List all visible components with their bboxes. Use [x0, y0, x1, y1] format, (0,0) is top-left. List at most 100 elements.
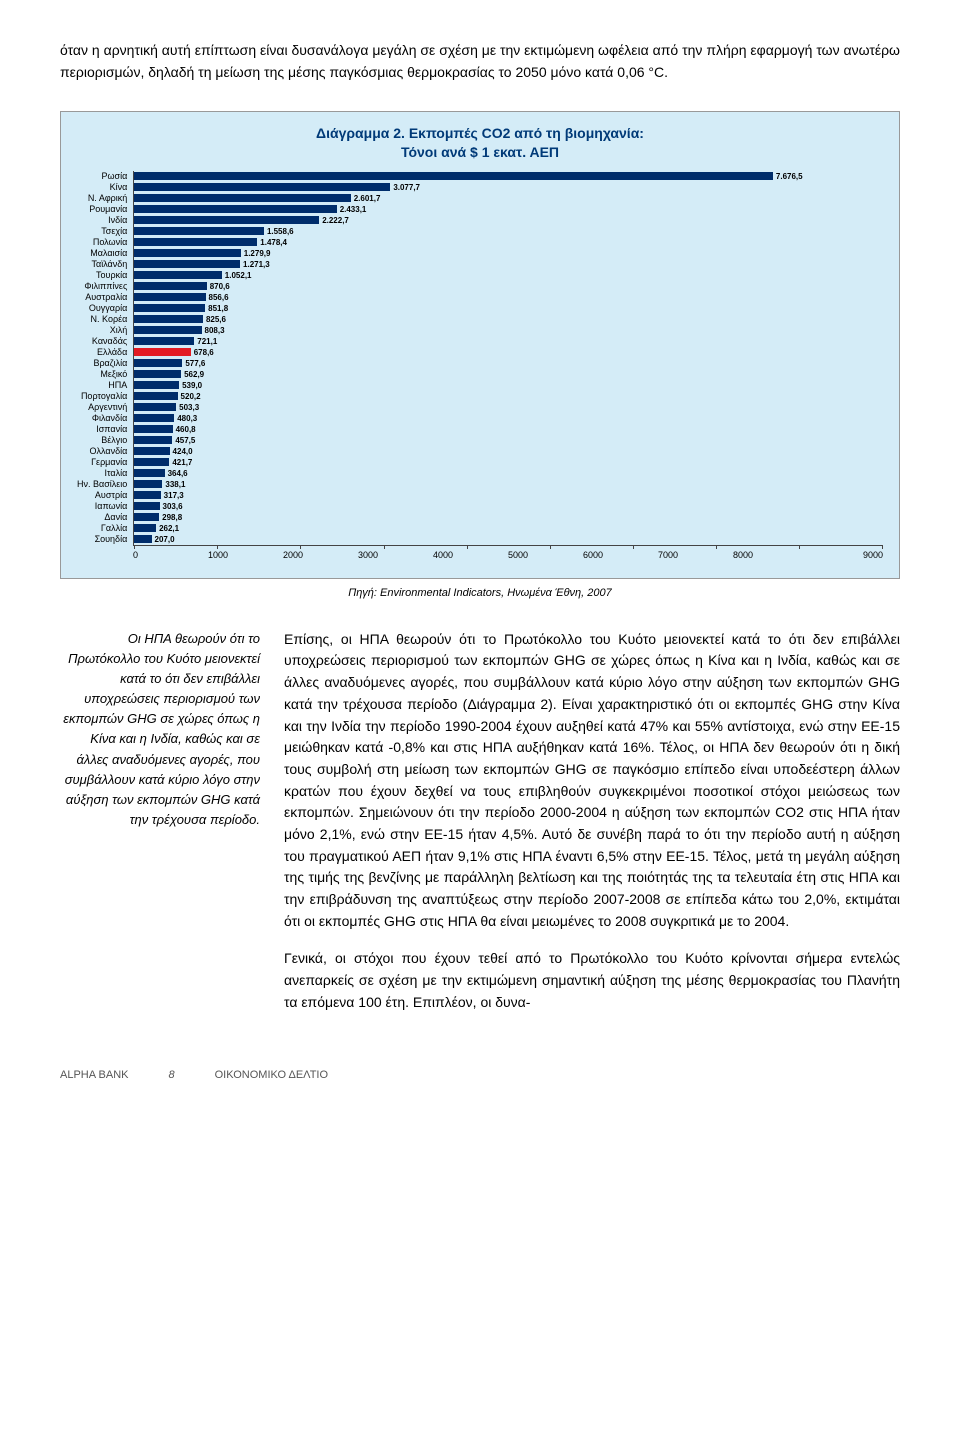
chart-bar-value: 2.222,7 — [322, 216, 349, 225]
chart-bar-value: 721,1 — [197, 337, 217, 346]
chart-title: Διάγραμμα 2. Εκπομπές CO2 από τη βιομηχα… — [77, 124, 883, 160]
chart-bar — [134, 425, 172, 433]
chart-country-label: Ν. Αφρική — [77, 193, 127, 204]
chart-bar-row: 825,6 — [134, 314, 883, 325]
chart-x-tick-label: 8000 — [733, 550, 808, 560]
footer-page: 8 — [168, 1069, 174, 1081]
chart-bar-row: 303,6 — [134, 501, 883, 512]
chart-bar-row: 577,6 — [134, 358, 883, 369]
chart-bar — [134, 293, 205, 301]
chart-bar-row: 539,0 — [134, 380, 883, 391]
chart-country-label: Ινδία — [77, 215, 127, 226]
chart-bar-value: 303,6 — [163, 502, 183, 511]
chart-x-tick-label: 4000 — [433, 550, 508, 560]
page-footer: ALPHA BANK 8 ΟΙΚΟΝΟΜΙΚΟ ΔΕΛΤΙΟ — [60, 1069, 900, 1081]
chart-bar-value: 851,8 — [208, 304, 228, 313]
chart-bar-value: 298,8 — [162, 513, 182, 522]
chart-bar-value: 1.478,4 — [260, 238, 287, 247]
chart-bar-value: 825,6 — [206, 315, 226, 324]
chart-bar — [134, 348, 190, 356]
chart-country-label: Ταϊλάνδη — [77, 259, 127, 270]
chart-bar-value: 562,9 — [184, 370, 204, 379]
chart-body: ΡωσίαΚίναΝ. ΑφρικήΡουμανίαΙνδίαΤσεχίαΠολ… — [77, 171, 883, 546]
chart-bar-value: 457,5 — [175, 436, 195, 445]
chart-country-label: Πολωνία — [77, 237, 127, 248]
chart-bar-value: 364,6 — [168, 469, 188, 478]
chart-bar — [134, 436, 172, 444]
chart-country-label: Κίνα — [77, 182, 127, 193]
chart-country-label: Χιλή — [77, 325, 127, 336]
chart-country-label: Ιαπωνία — [77, 501, 127, 512]
chart-country-label: Μαλαισία — [77, 248, 127, 259]
chart-bar — [134, 403, 176, 411]
chart-bar-value: 503,3 — [179, 403, 199, 412]
chart-bar-row: 421,7 — [134, 457, 883, 468]
chart-bar-value: 3.077,7 — [393, 183, 420, 192]
chart-bar — [134, 282, 206, 290]
chart-bar-value: 338,1 — [165, 480, 185, 489]
chart-country-label: Ολλανδία — [77, 446, 127, 457]
chart-bar-row: 338,1 — [134, 479, 883, 490]
chart-country-label: Ην. Βασίλειο — [77, 479, 127, 490]
chart-country-label: Αυστραλία — [77, 292, 127, 303]
chart-bar-value: 2.433,1 — [340, 205, 367, 214]
main-section: Οι ΗΠΑ θεωρούν ότι το Πρωτόκολλο του Κυό… — [60, 629, 900, 1030]
chart-country-label: Ισπανία — [77, 424, 127, 435]
chart-bar-row: 503,3 — [134, 402, 883, 413]
chart-title-line2: Τόνοι ανά $ 1 εκατ. ΑΕΠ — [401, 144, 559, 160]
chart-bar-row: 424,0 — [134, 446, 883, 457]
chart-bar — [134, 194, 350, 202]
chart-x-ticks — [134, 545, 883, 549]
chart-x-tick-label: 1000 — [208, 550, 283, 560]
chart-bar-value: 870,6 — [210, 282, 230, 291]
chart-x-tick-label: 2000 — [283, 550, 358, 560]
chart-bar — [134, 381, 179, 389]
chart-country-label: Αυστρία — [77, 490, 127, 501]
chart-bar — [134, 216, 319, 224]
chart-source: Πηγή: Environmental Indicators, Ηνωμένα … — [60, 587, 900, 599]
chart-country-label: Βέλγιο — [77, 435, 127, 446]
chart-bar-row: 262,1 — [134, 523, 883, 534]
chart-bar — [134, 271, 222, 279]
chart-bar-row: 1.052,1 — [134, 270, 883, 281]
chart-bar — [134, 447, 169, 455]
chart-country-label: Γαλλία — [77, 523, 127, 534]
chart-x-tick-label: 9000 — [808, 550, 883, 560]
chart-bar — [134, 315, 203, 323]
chart-bar-row: 480,3 — [134, 413, 883, 424]
chart-bar — [134, 260, 240, 268]
chart-country-label: Ιταλία — [77, 468, 127, 479]
main-text: Επίσης, οι ΗΠΑ θεωρούν ότι το Πρωτόκολλο… — [284, 629, 900, 1030]
intro-paragraph: όταν η αρνητική αυτή επίπτωση είναι δυσα… — [60, 40, 900, 83]
sidebar-note: Οι ΗΠΑ θεωρούν ότι το Πρωτόκολλο του Κυό… — [60, 629, 260, 1030]
chart-country-label: Δανία — [77, 512, 127, 523]
chart-bar-value: 520,2 — [181, 392, 201, 401]
chart-bar-value: 7.676,5 — [776, 172, 803, 181]
chart-bar-row: 851,8 — [134, 303, 883, 314]
chart-bar — [134, 205, 336, 213]
chart-bar-row: 2.601,7 — [134, 193, 883, 204]
chart-x-tick-label: 3000 — [358, 550, 433, 560]
chart-x-tick-label: 7000 — [658, 550, 733, 560]
chart-bar — [134, 491, 160, 499]
chart-bar-value: 2.601,7 — [354, 194, 381, 203]
chart-country-label: ΗΠΑ — [77, 380, 127, 391]
chart-bar-value: 262,1 — [159, 524, 179, 533]
chart-bar-value: 317,3 — [164, 491, 184, 500]
chart-bar — [134, 370, 181, 378]
chart-country-label: Τσεχία — [77, 226, 127, 237]
chart-bar — [134, 304, 205, 312]
chart-country-label: Μεξικό — [77, 369, 127, 380]
chart-bar — [134, 469, 164, 477]
chart-bar-row: 364,6 — [134, 468, 883, 479]
chart-bar-row: 678,6 — [134, 347, 883, 358]
chart-x-tick-label: 0 — [133, 550, 208, 560]
body-p1: Επίσης, οι ΗΠΑ θεωρούν ότι το Πρωτόκολλο… — [284, 629, 900, 933]
chart-bar-row: 856,6 — [134, 292, 883, 303]
chart-bar — [134, 535, 151, 543]
chart-country-label: Πορτογαλία — [77, 391, 127, 402]
chart-bar-row: 2.433,1 — [134, 204, 883, 215]
chart-bar-row: 460,8 — [134, 424, 883, 435]
chart-bar-row: 298,8 — [134, 512, 883, 523]
chart-bar-row: 457,5 — [134, 435, 883, 446]
